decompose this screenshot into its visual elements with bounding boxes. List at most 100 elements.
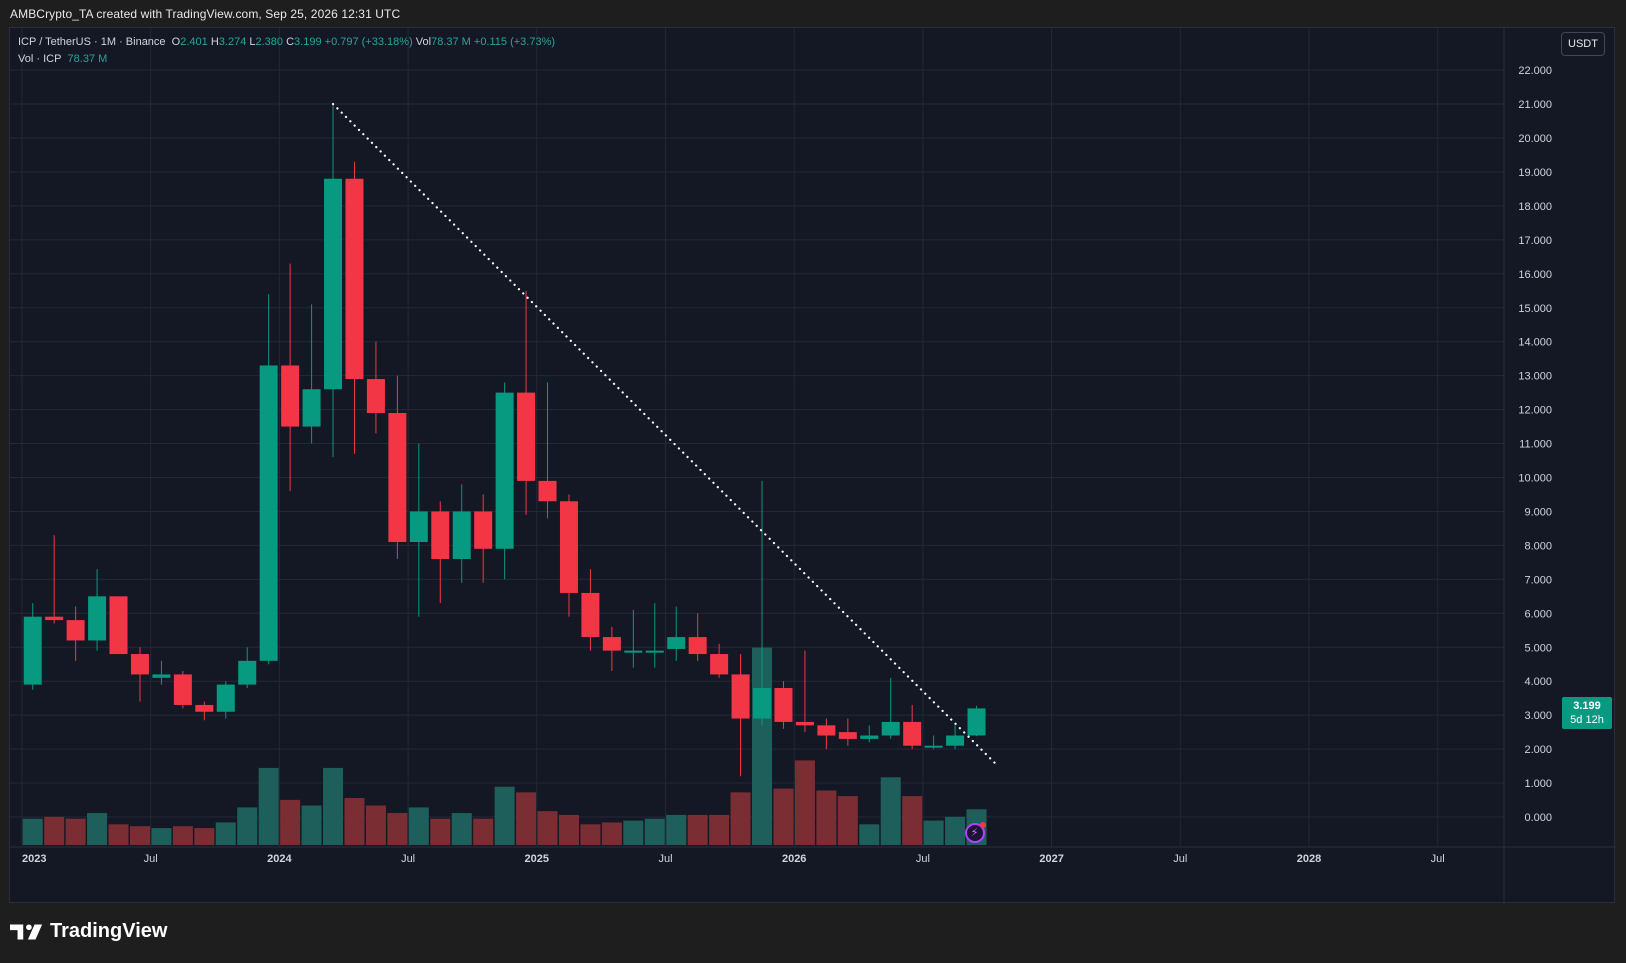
candle-body [881,721,900,736]
trendline [331,102,1000,768]
volume-bar [794,760,815,845]
volume-bar [709,814,730,845]
candle-body [66,620,85,641]
y-tick-label: 3.000 [1524,710,1552,722]
tradingview-brand[interactable]: TradingView [10,920,167,943]
candle-body [838,732,857,739]
last-price-tag: 3.199 5d 12h [1562,697,1612,730]
legend-high-label: H [210,36,219,48]
y-tick-label: 7.000 [1524,574,1552,586]
volume-bar [923,820,944,845]
candle-body [517,392,536,481]
volume-bar [237,807,258,845]
volume-bar [323,767,344,845]
volume-bar [194,828,215,845]
y-tick-label: 21.000 [1518,99,1552,111]
candle-body [795,721,814,726]
candle-body [495,392,514,549]
y-tick-label: 11.000 [1519,439,1552,451]
currency-unit-button[interactable]: USDT [1561,32,1605,56]
candle-body [259,365,278,661]
y-tick-label: 13.000 [1518,371,1552,383]
candle-body [45,616,64,621]
candle-body [624,650,643,653]
volume-bar [945,816,966,845]
candle-body [903,721,922,746]
candle-body [281,365,300,427]
candle-body [302,389,321,427]
candle-body [324,178,343,390]
candle-body [924,745,943,748]
y-tick-label: 6.000 [1524,608,1552,620]
candle-body [667,637,686,649]
tradingview-logo-icon [10,923,43,940]
legend-vol-series: Vol · ICP [18,53,62,65]
y-tick-label: 16.000 [1518,269,1552,281]
legend-close: 3.199 [294,36,322,48]
volume-bar [816,790,837,845]
candle-body [602,637,621,651]
candle-body [409,511,428,543]
volume-bar [666,814,687,845]
volume-bar [408,807,429,845]
volume-bar [344,798,365,845]
candle-body [559,501,578,593]
y-tick-label: 22.000 [1518,65,1552,77]
candle-body [817,725,836,736]
last-price-value: 3.199 [1573,700,1601,713]
volume-bar [451,813,472,845]
legend-vol-series-value: 78.37 M [67,53,108,65]
volume-bar [473,818,494,845]
volume-bar [494,786,515,845]
volume-bar [558,814,579,845]
volume-bar [65,818,86,845]
y-axis[interactable]: 0.000 1.000 2.000 3.000 4.000 5.000 6.000 7.000… [1518,65,1552,824]
volume-bar [280,799,301,845]
x-axis[interactable]: 2023 Jul 2024 Jul 2025 Jul 2026 Jul 2027 Jul 2028 J… [22,853,1445,865]
candle-body [88,596,107,641]
candle-body [345,178,364,380]
bar-countdown: 5d 12h [1570,714,1604,727]
lightning-icon[interactable]: ⚡ [964,822,986,843]
legend-open-label: O [171,36,181,48]
legend-volume-row: Vol · ICP 78.37 M [18,51,555,68]
candle-body [581,592,600,638]
legend-price-row: ICP / TetherUS · 1M · Binance O2.401 H3.… [18,34,555,51]
candlestick-chart[interactable]: 0.000 1.000 2.000 3.000 4.000 5.000 6.000 7.000… [10,28,1616,904]
volume-bar [601,822,622,845]
candle-body [195,704,214,712]
volume-bar [365,805,386,845]
y-tick-label: 20.000 [1518,133,1552,145]
candle-body [173,674,192,705]
candle-body [645,650,664,653]
candle-body [109,596,128,655]
volume-bar [22,818,43,845]
volume-bar [516,792,537,845]
x-tick-label: Jul [916,853,930,865]
volume-bar [129,826,150,845]
volume-bar [580,824,601,845]
volume-layer [22,647,987,845]
volume-bar [773,788,794,845]
volume-bar [730,792,751,845]
candle-body [710,654,729,675]
volume-bar [108,824,129,845]
volume-bar [902,796,923,845]
attribution-text: AMBCrypto_TA created with TradingView.co… [10,7,401,21]
candle-body [23,616,42,685]
y-tick-label: 1.000 [1524,778,1552,790]
legend-high: 3.274 [218,36,247,48]
y-tick-label: 0.000 [1524,812,1552,824]
candle-body [474,511,493,549]
candle-body [130,654,149,675]
x-tick-label: Jul [1431,853,1445,865]
legend-symbol: ICP / TetherUS · 1M · Binance [18,36,166,48]
x-tick-label: 2028 [1297,853,1321,865]
candle-body [431,511,450,559]
chart-panel[interactable]: 0.000 1.000 2.000 3.000 4.000 5.000 6.000 7.000… [9,27,1616,904]
candle-body [967,708,986,736]
candle-body [946,735,965,746]
volume-bar [387,813,408,845]
y-tick-label: 8.000 [1524,540,1552,552]
x-tick-label: 2027 [1039,853,1063,865]
